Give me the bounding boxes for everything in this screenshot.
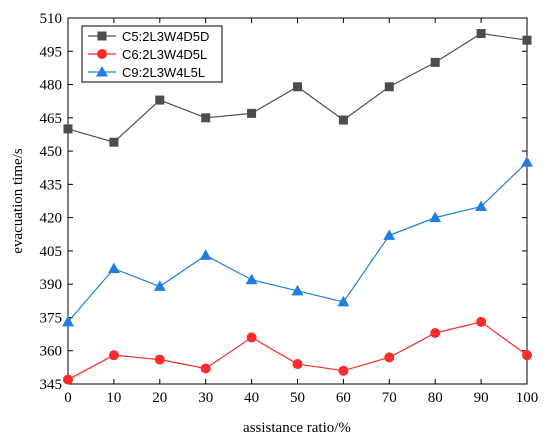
data-point <box>475 200 488 212</box>
legend-marker <box>97 31 107 41</box>
data-point <box>245 273 258 285</box>
data-point <box>522 350 532 361</box>
y-tick-label: 450 <box>40 144 63 160</box>
data-point <box>383 229 396 240</box>
y-tick-label: 405 <box>40 244 63 260</box>
legend-marker <box>97 49 107 59</box>
data-point <box>63 374 73 385</box>
series-line <box>67 161 528 323</box>
y-tick-label: 420 <box>40 211 63 227</box>
data-point <box>109 137 119 147</box>
x-axis-title: assistance ratio/% <box>243 420 351 436</box>
y-tick-label: 435 <box>40 177 63 193</box>
x-tick-label: 10 <box>106 390 121 406</box>
data-point <box>337 295 350 307</box>
x-tick-label: 40 <box>244 390 259 406</box>
x-tick-label: 90 <box>474 390 489 406</box>
series-line <box>67 321 528 381</box>
data-point <box>476 316 487 327</box>
legend: C5:2L3W4D5D C6:2L3W4D5L C9:2L3W4L5L <box>81 25 223 83</box>
data-point <box>62 315 74 327</box>
data-point <box>153 280 166 291</box>
data-point <box>107 262 120 274</box>
data-point <box>293 82 302 92</box>
data-point <box>476 29 486 39</box>
data-point <box>429 211 442 223</box>
legend-label: C6:2L3W4D5L <box>122 47 207 62</box>
data-point <box>200 363 211 374</box>
y-tick-label: 360 <box>40 344 63 360</box>
series-circle <box>63 316 532 385</box>
x-tick-label: 60 <box>336 390 351 406</box>
data-point <box>291 284 304 296</box>
data-point <box>292 359 303 370</box>
data-point <box>63 124 73 134</box>
data-point <box>199 249 212 260</box>
data-point <box>108 350 119 361</box>
series-square <box>63 29 532 147</box>
x-tick-label: 30 <box>198 390 213 406</box>
data-point <box>522 35 532 45</box>
x-tick-label: 80 <box>428 390 443 406</box>
series-triangle <box>62 156 533 327</box>
x-tick-label: 100 <box>516 390 539 406</box>
data-point <box>338 115 348 125</box>
y-tick-label: 345 <box>40 377 63 393</box>
y-tick-label: 510 <box>40 11 63 27</box>
series-group <box>62 29 533 385</box>
axis-ticks: 0 10 20 30 40 50 60 70 80 90 100 345 360 375 390 405 420… <box>40 11 539 406</box>
legend-marker <box>96 66 108 77</box>
data-point <box>384 352 395 363</box>
data-point <box>338 365 349 376</box>
y-tick-label: 390 <box>40 277 63 293</box>
legend-label: C9:2L3W4L5L <box>122 65 205 80</box>
y-tick-label: 465 <box>40 111 63 127</box>
x-tick-label: 0 <box>64 390 72 406</box>
x-tick-label: 50 <box>290 390 305 406</box>
y-axis-title: evacuation time/s <box>10 148 26 254</box>
data-point <box>430 57 440 67</box>
legend-label: C5:2L3W4D5D <box>122 29 209 44</box>
data-point <box>154 354 165 365</box>
y-tick-label: 480 <box>40 78 63 94</box>
y-tick-label: 495 <box>40 44 63 60</box>
y-tick-label: 375 <box>40 310 63 326</box>
data-point <box>384 82 394 92</box>
data-point <box>155 95 165 105</box>
data-point <box>521 156 533 167</box>
x-tick-label: 70 <box>382 390 397 406</box>
data-point <box>201 113 211 123</box>
data-point <box>246 332 257 343</box>
x-tick-label: 20 <box>152 390 167 406</box>
data-point <box>247 108 257 118</box>
data-point <box>430 327 441 338</box>
